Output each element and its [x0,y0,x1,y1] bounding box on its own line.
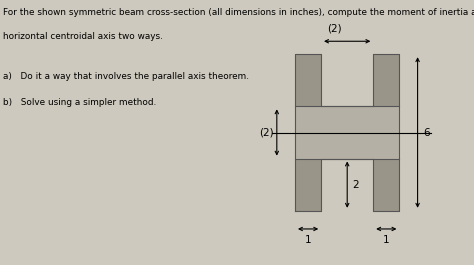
Text: (2): (2) [259,127,273,138]
Text: a)   Do it a way that involves the parallel axis theorem.: a) Do it a way that involves the paralle… [3,72,249,81]
Text: 2: 2 [352,180,359,190]
Text: b)   Solve using a simpler method.: b) Solve using a simpler method. [3,98,156,107]
Bar [295,54,321,211]
Text: horizontal centroidal axis two ways.: horizontal centroidal axis two ways. [3,32,163,41]
Text: 1: 1 [305,236,311,245]
Bar [321,158,373,211]
Text: For the shown symmetric beam cross-section (all dimensions in inches), compute t: For the shown symmetric beam cross-secti… [3,8,474,17]
Bar [321,54,373,107]
Text: (2): (2) [327,23,341,33]
Bar [373,54,399,211]
Text: 6: 6 [423,127,429,138]
Text: 1: 1 [383,236,390,245]
Bar [295,107,399,158]
